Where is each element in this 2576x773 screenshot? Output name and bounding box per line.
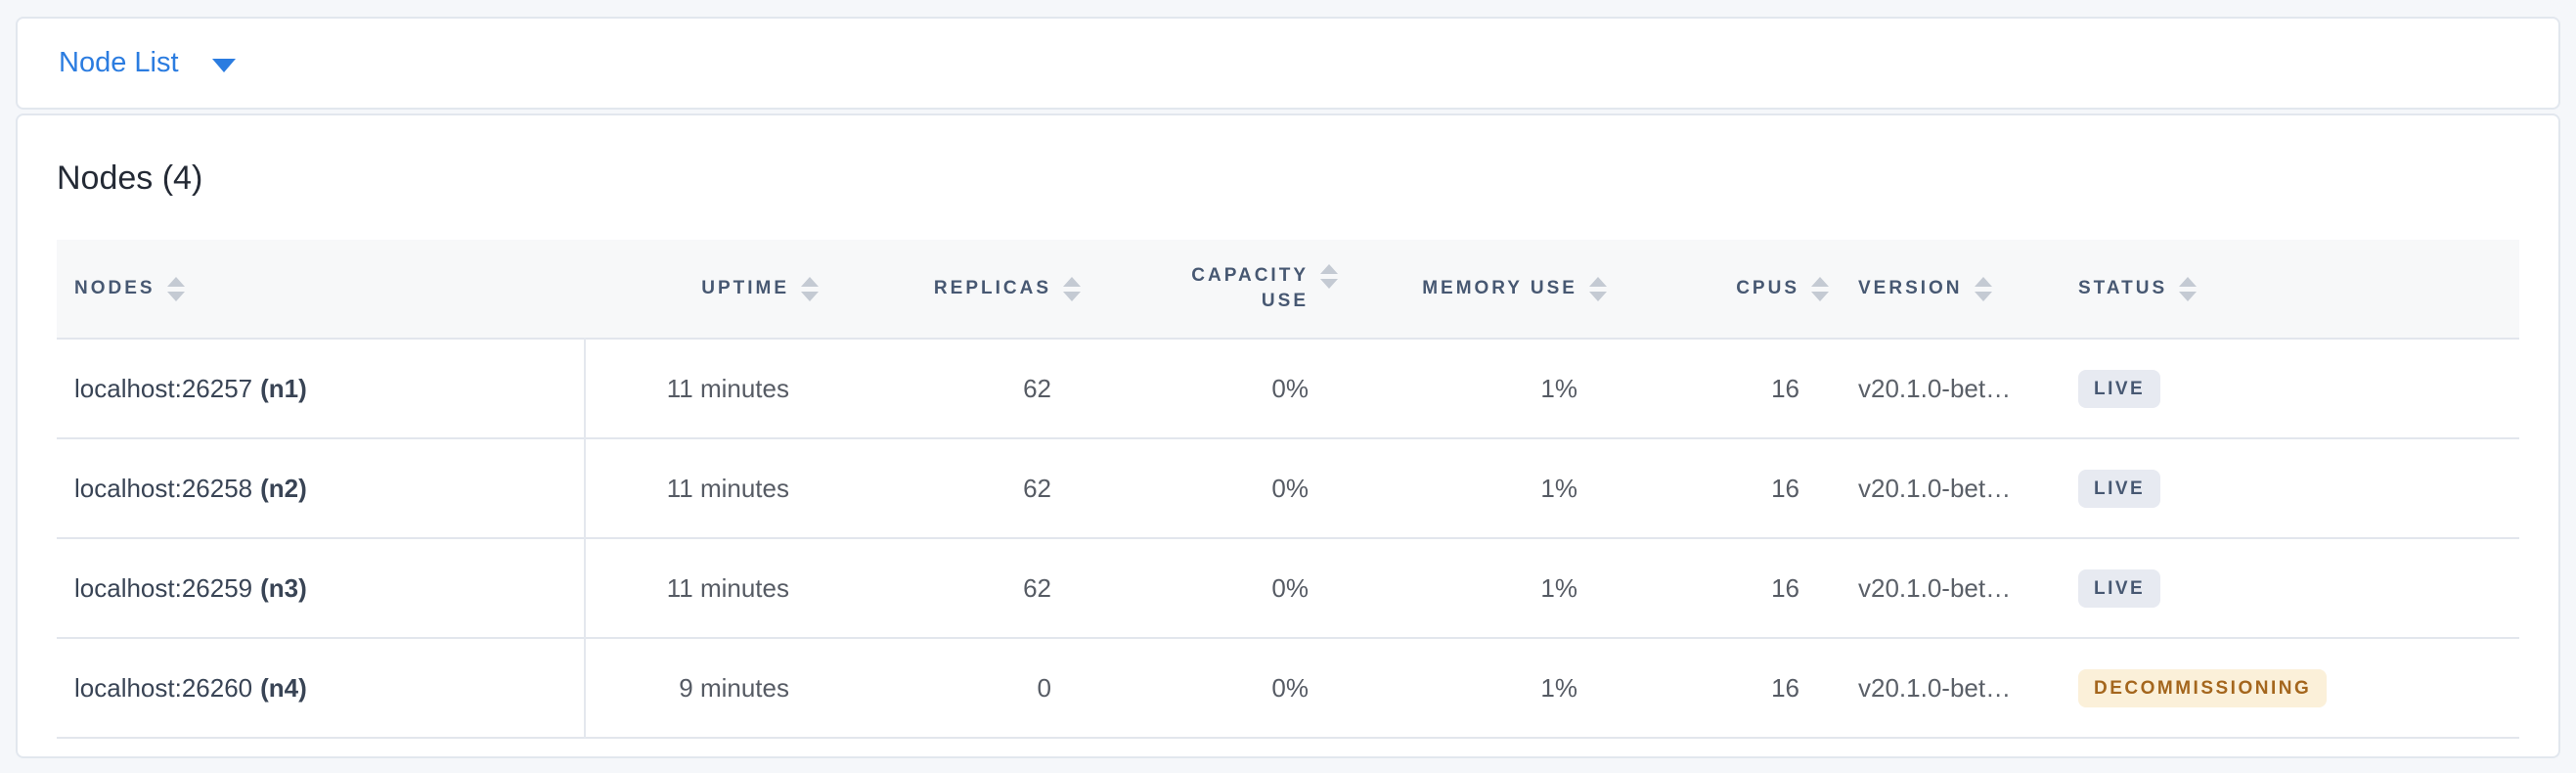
node-address-cell[interactable]: localhost:26257 (n1) [57, 339, 586, 438]
view-selector-bar: Node List [16, 17, 2560, 110]
column-header-memory-use[interactable]: MEMORY USE [1342, 240, 1611, 339]
replicas-cell: 62 [1023, 473, 1051, 503]
node-list-dropdown[interactable]: Node List [59, 49, 236, 77]
column-header-cpus[interactable]: CPUS [1611, 240, 1833, 339]
capacity-use-cell: 0% [1271, 473, 1309, 503]
sort-icon [1589, 277, 1607, 301]
cpus-cell: 16 [1771, 572, 1799, 603]
column-header-nodes[interactable]: NODES [57, 240, 585, 339]
memory-use-cell: 1% [1540, 373, 1577, 403]
memory-use-cell: 1% [1540, 473, 1577, 503]
table-row-n1[interactable]: localhost:26257 (n1) 11 minutes 62 0% 1% … [57, 339, 2519, 438]
status-cell: LIVE [2053, 339, 2519, 438]
version-cell: v20.1.0-bet… [1858, 572, 2012, 603]
table-row-n3[interactable]: localhost:26259 (n3) 11 minutes 62 0% 1% … [57, 538, 2519, 638]
column-header-uptime[interactable]: UPTIME [585, 240, 822, 339]
capacity-use-cell: 0% [1271, 672, 1309, 703]
node-address-cell[interactable]: localhost:26260 (n4) [57, 638, 586, 738]
replicas-cell: 62 [1023, 373, 1051, 403]
status-badge: DECOMMISSIONING [2078, 668, 2328, 707]
version-cell: v20.1.0-bet… [1858, 473, 2012, 503]
cpus-cell: 16 [1771, 373, 1799, 403]
version-cell: v20.1.0-bet… [1858, 373, 2012, 403]
capacity-use-cell: 0% [1271, 373, 1309, 403]
uptime-cell: 11 minutes [666, 572, 789, 603]
column-header-capacity-use[interactable]: CAPACITY USE [1085, 240, 1342, 339]
cpus-cell: 16 [1771, 473, 1799, 503]
cpus-cell: 16 [1771, 672, 1799, 703]
sort-icon [1320, 264, 1338, 289]
replicas-cell: 0 [1037, 672, 1051, 703]
node-address-cell[interactable]: localhost:26259 (n3) [57, 538, 586, 638]
column-header-replicas[interactable]: REPLICAS [822, 240, 1085, 339]
status-badge: LIVE [2078, 469, 2161, 508]
status-badge: LIVE [2078, 369, 2161, 408]
table-row-n2[interactable]: localhost:26258 (n2) 11 minutes 62 0% 1% … [57, 438, 2519, 538]
status-cell: LIVE [2053, 438, 2519, 538]
sort-icon [1063, 277, 1081, 301]
column-header-status[interactable]: STATUS [2053, 240, 2519, 339]
caret-down-icon [211, 58, 236, 72]
table-row-n4[interactable]: localhost:26260 (n4) 9 minutes 0 0% 1% 16… [57, 638, 2519, 738]
nodes-panel: Nodes (4) NODES UPTIM [16, 114, 2560, 758]
memory-use-cell: 1% [1540, 672, 1577, 703]
status-badge: LIVE [2078, 568, 2161, 608]
uptime-cell: 9 minutes [679, 672, 789, 703]
version-cell: v20.1.0-bet… [1858, 672, 2012, 703]
replicas-cell: 62 [1023, 572, 1051, 603]
page-title: Nodes (4) [57, 159, 203, 197]
sort-icon [801, 277, 819, 301]
column-header-version[interactable]: VERSION [1833, 240, 2053, 339]
uptime-cell: 11 minutes [666, 373, 789, 403]
node-address-cell[interactable]: localhost:26258 (n2) [57, 438, 586, 538]
nodes-table: NODES UPTIME REPLICAS [57, 240, 2519, 739]
status-cell: LIVE [2053, 538, 2519, 638]
node-list-dropdown-label: Node List [59, 47, 179, 78]
status-cell: DECOMMISSIONING [2053, 638, 2519, 738]
capacity-use-cell: 0% [1271, 572, 1309, 603]
table-header-row: NODES UPTIME REPLICAS [57, 240, 2519, 339]
memory-use-cell: 1% [1540, 572, 1577, 603]
sort-icon [1811, 277, 1829, 301]
sort-icon [2179, 277, 2198, 301]
sort-icon [1974, 277, 1992, 301]
sort-icon [166, 277, 185, 301]
uptime-cell: 11 minutes [666, 473, 789, 503]
